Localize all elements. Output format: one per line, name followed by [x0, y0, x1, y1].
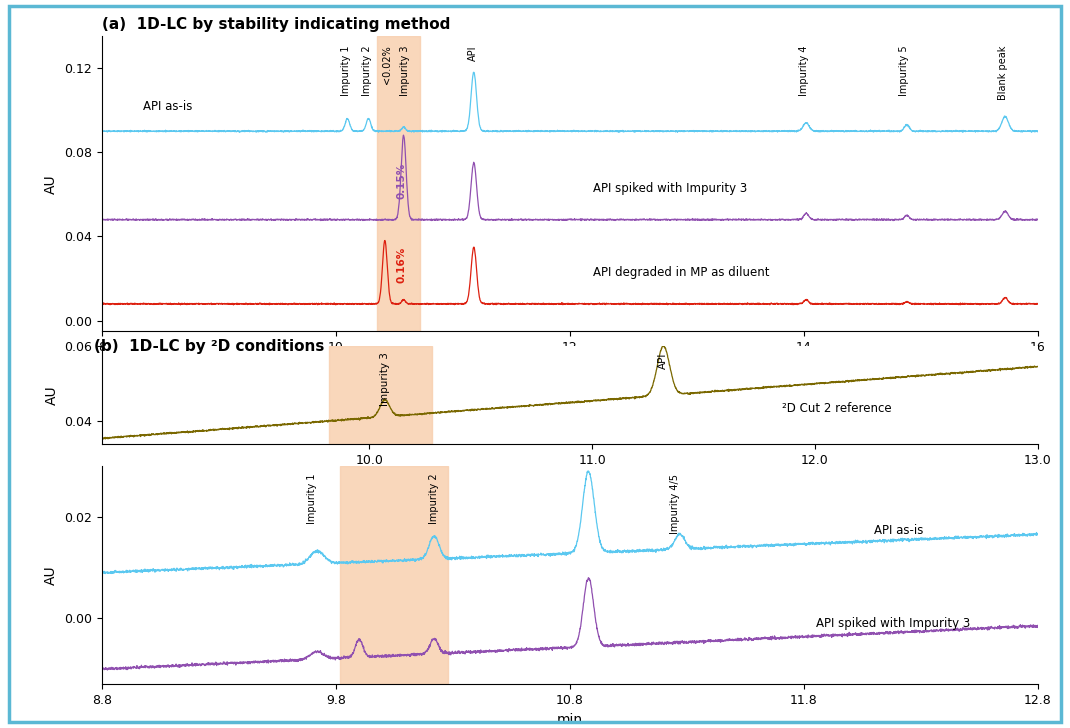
Bar — [340, 466, 448, 684]
Text: (a)  1D-LC by stability indicating method: (a) 1D-LC by stability indicating method — [102, 17, 450, 33]
Text: <0.02%: <0.02% — [382, 45, 393, 84]
Text: API spiked with Impurity 3: API spiked with Impurity 3 — [593, 182, 748, 195]
Text: Impurity 4: Impurity 4 — [799, 45, 809, 96]
Text: Impurity 3: Impurity 3 — [380, 352, 389, 406]
Y-axis label: AU: AU — [45, 385, 59, 405]
Text: API degraded in MP as diluent: API degraded in MP as diluent — [593, 266, 769, 280]
Text: Impurity 4/5: Impurity 4/5 — [670, 473, 681, 534]
Text: API: API — [468, 45, 477, 60]
Text: Blank peak: Blank peak — [998, 45, 1008, 100]
Y-axis label: AU: AU — [44, 566, 59, 585]
Text: Impurity 2: Impurity 2 — [363, 45, 372, 96]
Text: Impurity 2: Impurity 2 — [429, 473, 439, 524]
X-axis label: min: min — [556, 360, 583, 373]
Text: Impurity 3: Impurity 3 — [400, 45, 410, 96]
Text: Impurity 1: Impurity 1 — [307, 473, 318, 524]
Bar — [330, 346, 431, 444]
Text: Impurity 5: Impurity 5 — [900, 45, 910, 96]
Text: API: API — [658, 352, 669, 369]
Text: 0.15%: 0.15% — [396, 162, 407, 199]
X-axis label: min: min — [556, 713, 583, 727]
Bar — [377, 36, 419, 331]
Text: 0.16%: 0.16% — [396, 247, 407, 282]
Text: ²D Cut 2 reference: ²D Cut 2 reference — [781, 402, 891, 415]
Y-axis label: AU: AU — [44, 174, 59, 194]
Text: API spiked with Impurity 3: API spiked with Impurity 3 — [815, 617, 969, 630]
Text: API as-is: API as-is — [142, 100, 192, 113]
Text: API as-is: API as-is — [874, 524, 923, 537]
Text: (b)  1D-LC by ²D conditions: (b) 1D-LC by ²D conditions — [94, 339, 324, 354]
Text: Impurity 1: Impurity 1 — [341, 45, 351, 96]
